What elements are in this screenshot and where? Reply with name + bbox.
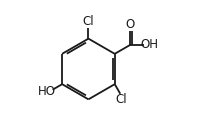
- Text: O: O: [126, 18, 135, 31]
- Text: Cl: Cl: [115, 93, 127, 106]
- Text: HO: HO: [38, 85, 56, 98]
- Text: OH: OH: [140, 38, 158, 51]
- Text: Cl: Cl: [83, 15, 94, 28]
